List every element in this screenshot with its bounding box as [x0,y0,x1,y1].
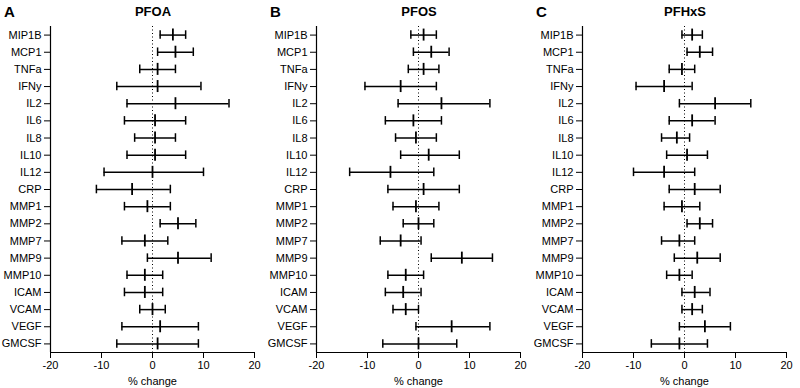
svg-text:-20: -20 [309,359,325,371]
svg-text:IL10: IL10 [286,149,307,161]
svg-text:0: 0 [681,359,687,371]
svg-text:MIP1B: MIP1B [540,29,573,41]
svg-text:CRP: CRP [18,183,41,195]
svg-text:MCP1: MCP1 [543,46,574,58]
svg-text:VEGF: VEGF [278,320,308,332]
svg-text:CRP: CRP [284,183,307,195]
html-text:PFOA: PFOA [134,4,172,19]
svg-text:MMP2: MMP2 [542,217,574,229]
svg-text:20: 20 [780,359,792,371]
svg-text:-10: -10 [626,359,642,371]
svg-text:% change: % change [394,375,443,387]
svg-text:IL8: IL8 [558,132,573,144]
html-text:A: A [4,3,15,20]
svg-text:-20: -20 [43,359,59,371]
svg-text:MMP2: MMP2 [276,217,308,229]
svg-text:MIP1B: MIP1B [274,29,307,41]
svg-text:MMP7: MMP7 [276,234,308,246]
svg-text:MMP10: MMP10 [4,269,42,281]
svg-text:20: 20 [514,359,526,371]
svg-text:IL10: IL10 [20,149,41,161]
svg-text:% change: % change [660,375,709,387]
svg-text:GMCSF: GMCSF [2,337,42,349]
svg-text:MMP9: MMP9 [10,252,42,264]
svg-text:MMP7: MMP7 [542,234,574,246]
svg-text:ICAM: ICAM [280,286,308,298]
svg-text:IL8: IL8 [26,132,41,144]
svg-text:MMP10: MMP10 [536,269,574,281]
svg-text:MMP9: MMP9 [542,252,574,264]
svg-text:IL2: IL2 [558,97,573,109]
svg-text:MMP1: MMP1 [542,200,574,212]
svg-text:-20: -20 [575,359,591,371]
svg-text:IL6: IL6 [558,114,573,126]
svg-text:VCAM: VCAM [10,303,42,315]
svg-text:IL8: IL8 [292,132,307,144]
svg-text:ICAM: ICAM [546,286,574,298]
svg-text:CRP: CRP [550,183,573,195]
svg-text:IL2: IL2 [26,97,41,109]
svg-text:-10: -10 [94,359,110,371]
svg-text:MIP1B: MIP1B [8,29,41,41]
svg-text:-10: -10 [360,359,376,371]
svg-text:MMP10: MMP10 [270,269,308,281]
svg-text:0: 0 [149,359,155,371]
svg-text:VCAM: VCAM [542,303,574,315]
svg-text:IL2: IL2 [292,97,307,109]
svg-text:IL12: IL12 [552,166,573,178]
html-text:PFHxS: PFHxS [664,4,706,19]
svg-text:% change: % change [128,375,177,387]
svg-text:TNFa: TNFa [14,63,42,75]
svg-text:ICAM: ICAM [14,286,42,298]
html-text:B: B [270,3,281,20]
svg-text:10: 10 [463,359,475,371]
svg-text:TNFa: TNFa [546,63,574,75]
html-text:PFOS: PFOS [401,4,437,19]
svg-text:IFNy: IFNy [18,80,42,92]
svg-text:MMP9: MMP9 [276,252,308,264]
svg-text:IFNy: IFNy [550,80,574,92]
svg-text:MCP1: MCP1 [11,46,42,58]
svg-text:10: 10 [729,359,741,371]
svg-text:IL12: IL12 [286,166,307,178]
svg-text:10: 10 [197,359,209,371]
svg-text:GMCSF: GMCSF [534,337,574,349]
svg-text:IL6: IL6 [292,114,307,126]
svg-text:MMP2: MMP2 [10,217,42,229]
svg-text:20: 20 [248,359,260,371]
svg-text:VEGF: VEGF [544,320,574,332]
svg-text:IFNy: IFNy [284,80,308,92]
svg-text:MMP1: MMP1 [10,200,42,212]
svg-text:VCAM: VCAM [276,303,308,315]
svg-text:MMP1: MMP1 [276,200,308,212]
svg-text:TNFa: TNFa [280,63,308,75]
svg-text:MCP1: MCP1 [277,46,308,58]
svg-text:VEGF: VEGF [12,320,42,332]
svg-text:MMP7: MMP7 [10,234,42,246]
html-text:C: C [536,3,547,20]
svg-text:IL10: IL10 [552,149,573,161]
svg-text:GMCSF: GMCSF [268,337,308,349]
svg-text:IL12: IL12 [20,166,41,178]
svg-text:0: 0 [415,359,421,371]
svg-text:IL6: IL6 [26,114,41,126]
